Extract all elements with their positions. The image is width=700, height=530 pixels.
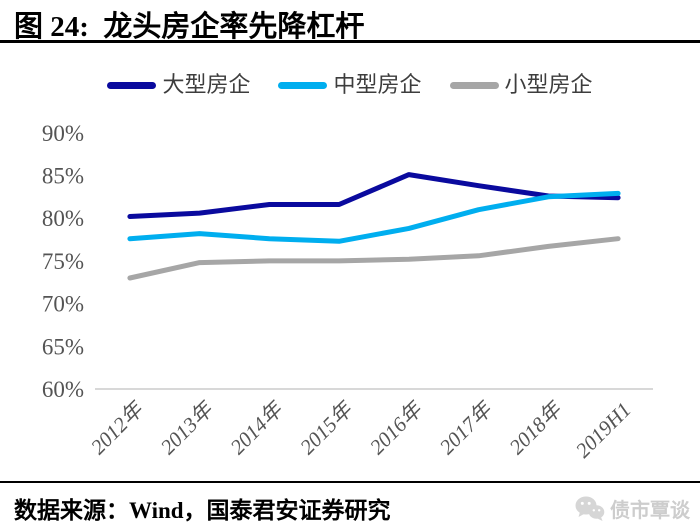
series-line-1	[127, 190, 621, 244]
y-axis-tick-label: 65%	[42, 334, 84, 359]
footer-divider	[0, 481, 700, 483]
y-axis-tick-label: 60%	[42, 377, 84, 402]
x-axis-tick-label: 2015年	[295, 396, 358, 459]
watermark: 债市覃谈	[574, 494, 690, 523]
series-line-0	[127, 172, 621, 219]
figure-title: 图 24: 龙头房企率先降杠杆	[14, 11, 365, 43]
legend-item-large-developers: 大型房企	[107, 74, 250, 96]
legend-label-large-developers: 大型房企	[162, 72, 251, 97]
x-axis-tick-label: 2017年	[435, 396, 498, 459]
x-axis-tick-label: 2013年	[156, 396, 219, 459]
leverage-ratio-line-chart: 60% 65% 70% 75% 80% 85% 90% 2012年 2013年 2014年 2015…	[42, 121, 653, 463]
chart-legend: 大型房企 中型房企 小型房企	[0, 70, 700, 100]
legend-label-medium-developers: 中型房企	[333, 72, 422, 97]
y-axis-tick-label: 80%	[42, 206, 84, 231]
x-axis-tick-label: 2016年	[365, 396, 428, 459]
legend-swatch-medium-developers	[278, 81, 328, 89]
y-axis-tick-label: 90%	[42, 121, 84, 146]
x-axis-tick-label: 2018年	[504, 396, 567, 459]
y-axis-tick-label: 70%	[42, 292, 84, 317]
legend-item-medium-developers: 中型房企	[278, 72, 422, 97]
legend-label-small-developers: 小型房企	[504, 72, 593, 97]
wechat-icon	[575, 496, 605, 521]
title-divider	[0, 40, 700, 43]
x-axis-tick-label: 2019H1	[571, 398, 636, 463]
x-axis-tick-label: 2014年	[225, 396, 288, 459]
y-axis-tick-label: 85%	[42, 164, 84, 189]
series-line-2	[127, 236, 621, 281]
x-axis-tick-label: 2012年	[86, 396, 149, 459]
legend-swatch-large-developers	[107, 81, 157, 89]
data-source: 数据来源：Wind，国泰君安证券研究	[14, 498, 391, 523]
y-axis-tick-label: 75%	[42, 249, 84, 274]
watermark-label: 债市覃谈	[610, 500, 690, 522]
legend-swatch-small-developers	[449, 81, 499, 89]
legend-item-small-developers: 小型房企	[449, 72, 593, 97]
